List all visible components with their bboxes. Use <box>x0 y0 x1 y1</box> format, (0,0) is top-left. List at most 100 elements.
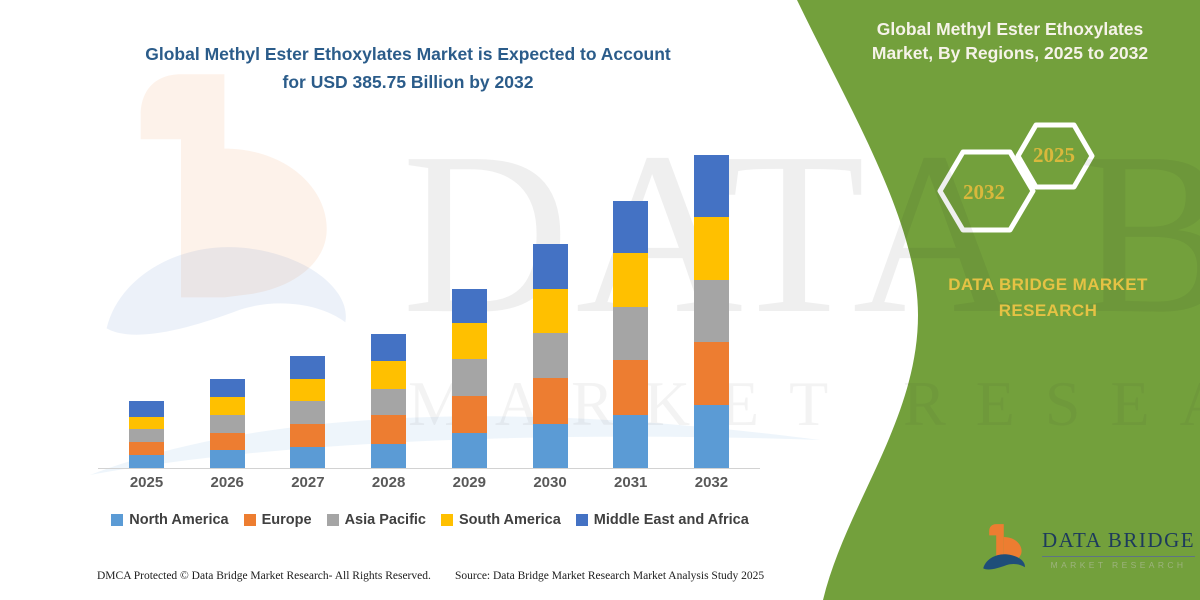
bar-segment-2029-middle-east-and-africa <box>451 289 487 324</box>
bar-segment-2025-south-america <box>129 417 164 429</box>
bar-segment-2026-north-america <box>209 450 245 468</box>
data-bridge-logo: DATA BRIDGE MARKET RESEARCH <box>980 520 1196 580</box>
bar-segment-2032-middle-east-and-africa <box>693 155 729 218</box>
legend-swatch-europe <box>243 514 256 526</box>
brand-text: DATA BRIDGE MARKET RESEARCH <box>948 275 1148 321</box>
legend-swatch-south-america <box>441 514 453 526</box>
x-slot-2025: 2025 <box>129 474 164 491</box>
bar-2032 <box>693 155 729 468</box>
side-panel-title: Global Methyl Ester Ethoxylates Market, … <box>871 19 1149 64</box>
bar-segment-2030-south-america <box>532 289 568 334</box>
bar-segment-2029-asia-pacific <box>451 359 487 397</box>
hexagon-2025 <box>1015 122 1095 190</box>
hexagon-2025-label: 2025 <box>1033 143 1075 167</box>
legend-label-asia-pacific: Asia Pacific <box>344 512 426 528</box>
chart-plot-area <box>98 152 760 469</box>
page-title-line2: for USD 385.75 Billion by 2032 <box>282 72 534 92</box>
bar-segment-2030-middle-east-and-africa <box>532 244 568 290</box>
bar-segment-2027-europe <box>290 424 326 447</box>
bar-segment-2025-north-america <box>129 455 164 468</box>
bar-segment-2025-asia-pacific <box>129 429 164 442</box>
bar-segment-2028-asia-pacific <box>371 389 407 416</box>
logo-b-icon <box>983 524 1025 570</box>
bar-segment-2027-south-america <box>290 379 326 402</box>
data-bridge-logo-watermark <box>106 74 346 335</box>
legend-label-middle-east-and-africa: Middle East and Africa <box>593 512 749 528</box>
bar-segment-2031-asia-pacific <box>613 307 649 361</box>
bar-segment-2027-north-america <box>290 447 326 468</box>
bar-segment-2027-middle-east-and-africa <box>290 356 326 380</box>
footer-dmca-text: DMCA Protected © Data Bridge Market Rese… <box>97 570 431 582</box>
bar-segment-2030-north-america <box>532 424 568 468</box>
bar-2027 <box>290 356 326 468</box>
x-axis-label-2025: 2025 <box>129 474 164 491</box>
bar-2025 <box>129 401 164 468</box>
hexagon-2032 <box>937 149 1036 233</box>
legend-item-north-america: North America <box>111 512 229 528</box>
bar-segment-2029-north-america <box>451 433 487 468</box>
page-title-line1: Global Methyl Ester Ethoxylates Market i… <box>145 44 671 64</box>
x-slot-2032: 2032 <box>694 474 729 491</box>
bar-segment-2031-europe <box>613 360 649 416</box>
bar-segment-2026-europe <box>209 433 245 450</box>
bar-segment-2026-middle-east-and-africa <box>209 379 245 397</box>
legend-swatch-north-america <box>111 514 124 526</box>
x-slot-2027: 2027 <box>290 474 325 491</box>
bar-segment-2032-south-america <box>693 217 729 281</box>
bar-2028 <box>371 334 407 468</box>
bar-segment-2030-europe <box>532 378 568 425</box>
bar-segment-2032-north-america <box>693 405 729 468</box>
bar-segment-2029-south-america <box>451 323 487 360</box>
bar-2031 <box>613 200 649 468</box>
bar-segment-2025-middle-east-and-africa <box>129 401 164 417</box>
legend-label-south-america: South America <box>459 512 561 528</box>
legend-item-asia-pacific: Asia Pacific <box>326 512 426 528</box>
bar-segment-2028-south-america <box>371 361 407 390</box>
legend-label-europe: Europe <box>261 512 312 528</box>
x-axis-label-2031: 2031 <box>614 474 648 491</box>
x-axis-label-2026: 2026 <box>210 474 244 491</box>
bar-2026 <box>209 379 245 468</box>
x-slot-2029: 2029 <box>452 474 487 491</box>
x-axis-label-2029: 2029 <box>452 474 486 491</box>
footer-source-text: Source: Data Bridge Market Research Mark… <box>455 570 765 582</box>
logo-tagline: MARKET RESEARCH <box>1050 560 1187 570</box>
x-axis-label-2028: 2028 <box>371 474 406 491</box>
legend-item-middle-east-and-africa: Middle East and Africa <box>575 512 749 528</box>
bar-segment-2032-europe <box>693 342 729 405</box>
bar-segment-2026-south-america <box>209 397 245 415</box>
bar-segment-2032-asia-pacific <box>693 280 729 343</box>
bar-segment-2029-europe <box>451 396 487 434</box>
x-slot-2031: 2031 <box>613 474 648 491</box>
bar-2029 <box>451 289 487 468</box>
x-axis-labels: 2025 2026 2027 2028 2029 2030 2031 2032 <box>98 474 760 491</box>
x-axis-label-2032: 2032 <box>694 474 729 491</box>
bar-2030 <box>532 244 568 468</box>
page-title: Global Methyl Ester Ethoxylates Market i… <box>88 40 728 96</box>
bar-segment-2030-asia-pacific <box>532 333 568 379</box>
chart-legend: North America Europe Asia Pacific South Ame… <box>80 512 780 528</box>
bar-segment-2031-middle-east-and-africa <box>613 200 649 254</box>
bar-segment-2031-north-america <box>613 415 649 468</box>
bar-segment-2027-asia-pacific <box>290 401 326 425</box>
bar-segment-2028-north-america <box>371 444 407 468</box>
bar-segment-2025-europe <box>129 442 164 455</box>
bar-segment-2028-middle-east-and-africa <box>371 334 407 362</box>
legend-item-south-america: South America <box>441 512 561 528</box>
x-slot-2030: 2030 <box>533 474 568 491</box>
bar-groups <box>98 152 760 468</box>
logo-wordmark: DATA BRIDGE <box>1042 528 1196 557</box>
x-slot-2028: 2028 <box>371 474 406 491</box>
bar-segment-2031-south-america <box>613 253 649 308</box>
legend-swatch-middle-east-and-africa <box>575 514 588 526</box>
legend-swatch-asia-pacific <box>326 514 339 526</box>
bar-segment-2026-asia-pacific <box>209 415 245 433</box>
legend-item-europe: Europe <box>243 512 312 528</box>
x-axis-label-2027: 2027 <box>291 474 325 491</box>
x-axis-label-2030: 2030 <box>533 474 567 491</box>
x-slot-2026: 2026 <box>210 474 245 491</box>
bar-segment-2028-europe <box>371 415 407 444</box>
legend-label-north-america: North America <box>129 512 229 528</box>
